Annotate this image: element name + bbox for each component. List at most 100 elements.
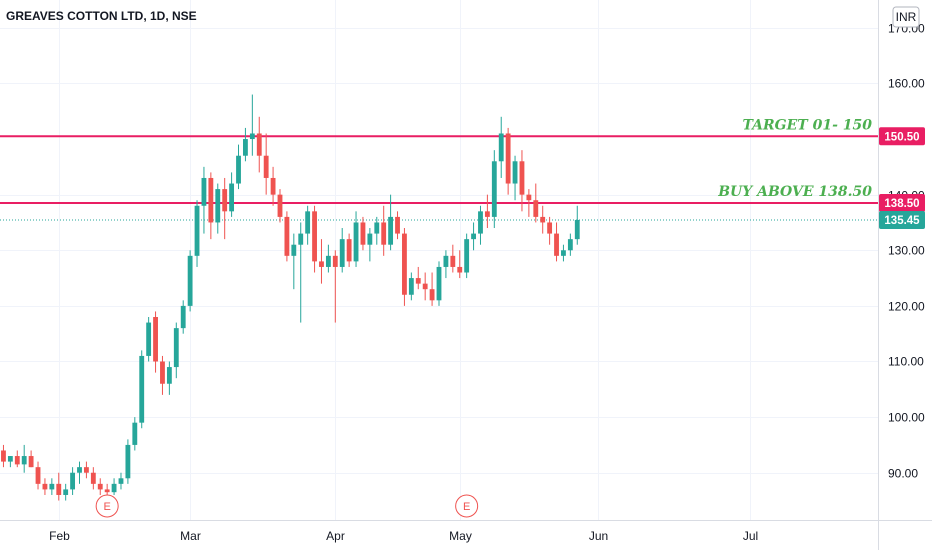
candle-body [35, 467, 41, 484]
candle [42, 478, 48, 495]
level-price-label: 150.50 [884, 131, 919, 143]
y-tick-label: 130.00 [888, 244, 925, 258]
candle [471, 222, 476, 251]
candle [166, 361, 172, 395]
candle-body [146, 322, 152, 356]
candle-body [298, 233, 304, 245]
candle-body [367, 233, 373, 245]
candle [104, 483, 110, 495]
y-tick-label: 120.00 [888, 300, 925, 314]
candle-body [312, 211, 317, 262]
candle [125, 439, 131, 484]
candle-body [21, 456, 27, 465]
candle [319, 239, 324, 284]
candle-body [132, 422, 138, 445]
candle-body [263, 155, 269, 178]
candle [160, 355, 165, 395]
candle-body [70, 472, 76, 490]
candle-body [63, 489, 69, 495]
candle [554, 222, 559, 262]
candle-body [319, 261, 324, 267]
x-tick-label: Apr [326, 529, 345, 543]
candle [526, 189, 532, 217]
candle [249, 94, 255, 156]
candle-body [305, 211, 311, 234]
candle-body [408, 278, 414, 295]
candle [422, 272, 428, 301]
candle [56, 472, 62, 501]
candle-body [478, 211, 483, 234]
earnings-marker[interactable]: E [95, 494, 119, 518]
candle [367, 228, 373, 262]
candle [277, 189, 283, 223]
candle [222, 177, 228, 240]
grid [0, 0, 878, 520]
currency-label: INR [896, 10, 917, 24]
candle-body [270, 177, 276, 195]
candle-body [256, 133, 262, 156]
level-annotation: BUY ABOVE 138.50 [717, 184, 872, 200]
candle [415, 266, 421, 290]
candle [201, 166, 207, 234]
candle-body [374, 222, 380, 234]
candle [298, 222, 304, 323]
candle [498, 116, 504, 178]
last-price-label: 135.45 [884, 215, 920, 227]
candle [436, 261, 442, 306]
candle [353, 211, 359, 267]
candle [194, 200, 200, 267]
level-price-label: 138.50 [884, 198, 919, 210]
last-price-tag [879, 210, 925, 229]
candle-body [49, 483, 55, 490]
candle-body [540, 216, 546, 223]
candle-body [236, 155, 241, 184]
candle-body [491, 161, 497, 217]
candle-body [526, 194, 532, 201]
candles [1, 94, 580, 501]
earnings-label: E [103, 501, 110, 513]
candle-body [325, 255, 331, 267]
candle [14, 450, 20, 468]
candle [484, 194, 490, 229]
candle [83, 461, 89, 479]
candle [270, 166, 276, 206]
currency-badge[interactable] [892, 6, 920, 28]
candle [187, 250, 193, 312]
candle [547, 216, 553, 245]
candle-body [567, 239, 573, 251]
candle [519, 150, 525, 212]
candle [381, 205, 387, 256]
candle-body [533, 200, 539, 217]
candle [457, 250, 463, 279]
candle [388, 194, 394, 251]
candle [180, 300, 186, 334]
candle [360, 216, 366, 251]
candle [49, 478, 55, 495]
candle [215, 183, 221, 234]
candle-body [353, 222, 359, 262]
candle-body [7, 456, 13, 462]
chart-title: GREAVES COTTON LTD, 1D, NSE [6, 9, 197, 23]
candle [395, 211, 400, 240]
candle [561, 244, 566, 262]
candle-body [402, 233, 407, 295]
x-tick-label: Jun [589, 529, 608, 543]
earnings-marker[interactable]: E [455, 494, 479, 518]
candle-body [505, 133, 511, 184]
candle-body [574, 219, 580, 240]
candle-body [291, 244, 297, 256]
candle-body [436, 266, 442, 301]
earnings-circle[interactable] [455, 494, 479, 518]
candle-body [194, 205, 200, 256]
candle [208, 172, 214, 240]
candle-body [471, 233, 476, 240]
candle [7, 456, 13, 468]
candle [173, 322, 179, 379]
candle-body [229, 183, 235, 212]
candle-body [395, 216, 400, 234]
candle [325, 244, 331, 273]
earnings-circle[interactable] [95, 494, 119, 518]
